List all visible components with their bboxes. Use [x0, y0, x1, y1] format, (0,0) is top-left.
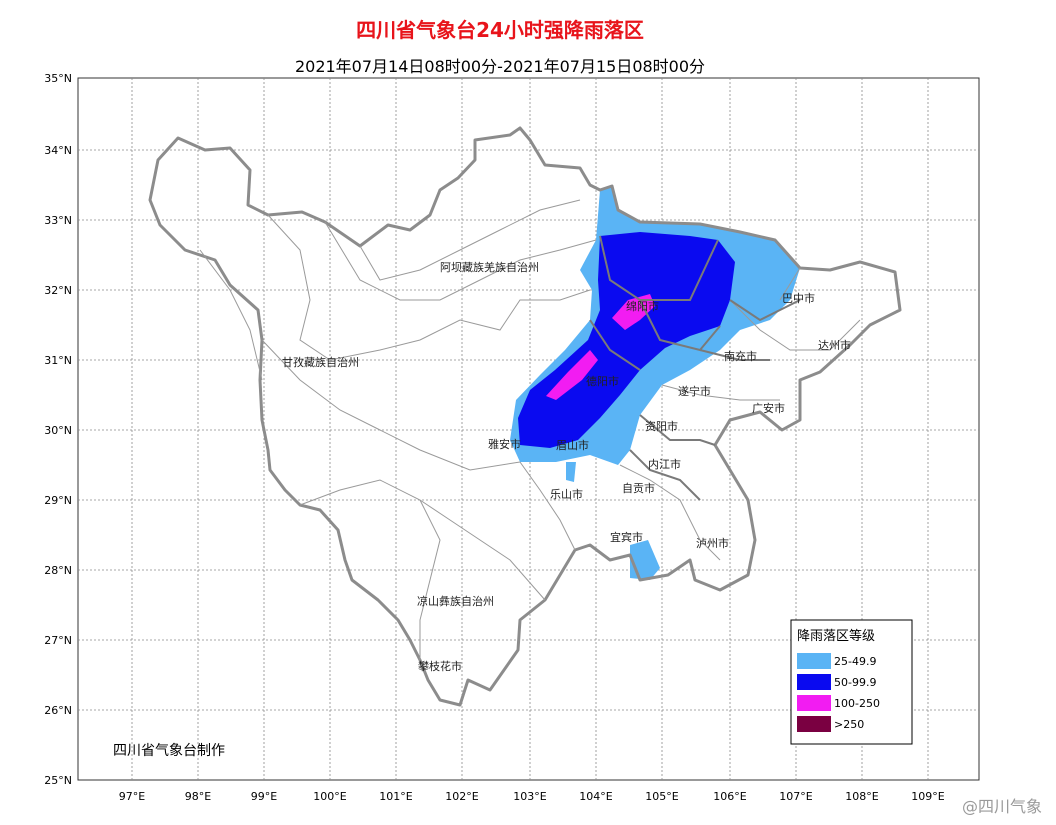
lon-label: 102°E — [445, 790, 478, 803]
legend-title: 降雨落区等级 — [797, 628, 875, 644]
legend-label: 100-250 — [834, 697, 880, 710]
producer-label: 四川省气象台制作 — [113, 743, 225, 759]
legend-swatch-2 — [797, 674, 831, 690]
region-label: 德阳市 — [586, 374, 619, 388]
watermark: @四川气象 — [961, 797, 1042, 816]
lon-label: 104°E — [579, 790, 612, 803]
region-label: 绵阳市 — [626, 299, 659, 313]
region-label: 广安市 — [752, 401, 785, 415]
lon-label: 108°E — [845, 790, 878, 803]
lon-label: 106°E — [713, 790, 746, 803]
lon-label: 97°E — [119, 790, 145, 803]
lon-label: 100°E — [313, 790, 346, 803]
lon-label: 101°E — [379, 790, 412, 803]
lat-label: 28°N — [44, 564, 72, 577]
legend-label: 25-49.9 — [834, 655, 876, 668]
region-label: 泸州市 — [696, 536, 729, 550]
lon-label: 99°E — [251, 790, 277, 803]
region-label: 阿坝藏族羌族自治州 — [440, 260, 539, 274]
county-boundaries — [199, 199, 861, 660]
region-label: 雅安市 — [488, 437, 521, 451]
lat-label: 30°N — [44, 424, 72, 437]
region-label: 眉山市 — [556, 438, 589, 452]
region-label: 南充市 — [724, 349, 757, 363]
lat-label: 29°N — [44, 494, 72, 507]
legend-swatch-3 — [797, 695, 831, 711]
province-outline — [148, 126, 902, 707]
region-label: 宜宾市 — [610, 530, 643, 544]
legend-label: >250 — [834, 718, 864, 731]
region-label: 攀枝花市 — [418, 659, 462, 673]
lat-label: 27°N — [44, 634, 72, 647]
lat-label: 35°N — [44, 72, 72, 85]
city-boundaries — [589, 235, 801, 501]
legend-swatch-4 — [797, 716, 831, 732]
lon-label: 107°E — [779, 790, 812, 803]
lat-label: 26°N — [44, 704, 72, 717]
region-label: 资阳市 — [645, 419, 678, 433]
region-label: 遂宁市 — [678, 384, 711, 398]
map-subtitle: 2021年07月14日08时00分-2021年07月15日08时00分 — [294, 57, 706, 76]
rain-area-100-250 — [546, 294, 655, 400]
legend: 降雨落区等级 25-49.9 50-99.9 100-250 >250 — [790, 619, 913, 745]
region-label: 达州市 — [818, 338, 851, 352]
lat-label: 33°N — [44, 214, 72, 227]
lat-label: 34°N — [44, 144, 72, 157]
region-label: 内江市 — [648, 457, 681, 471]
region-label: 自贡市 — [622, 481, 655, 495]
lon-label: 103°E — [513, 790, 546, 803]
region-label: 乐山市 — [550, 487, 583, 501]
lat-label: 31°N — [44, 354, 72, 367]
legend-label: 50-99.9 — [834, 676, 876, 689]
lat-label: 32°N — [44, 284, 72, 297]
region-label: 凉山彝族自治州 — [417, 594, 494, 608]
legend-swatch-1 — [797, 653, 831, 669]
lon-label: 109°E — [911, 790, 944, 803]
region-label: 甘孜藏族自治州 — [282, 355, 359, 369]
lon-label: 105°E — [645, 790, 678, 803]
region-label: 巴中市 — [782, 291, 815, 305]
lat-label: 25°N — [44, 774, 72, 787]
map-frame — [77, 77, 980, 781]
lon-label: 98°E — [185, 790, 211, 803]
rain-area-50-99 — [518, 232, 735, 448]
map-title: 四川省气象台24小时强降雨落区 — [356, 18, 644, 42]
